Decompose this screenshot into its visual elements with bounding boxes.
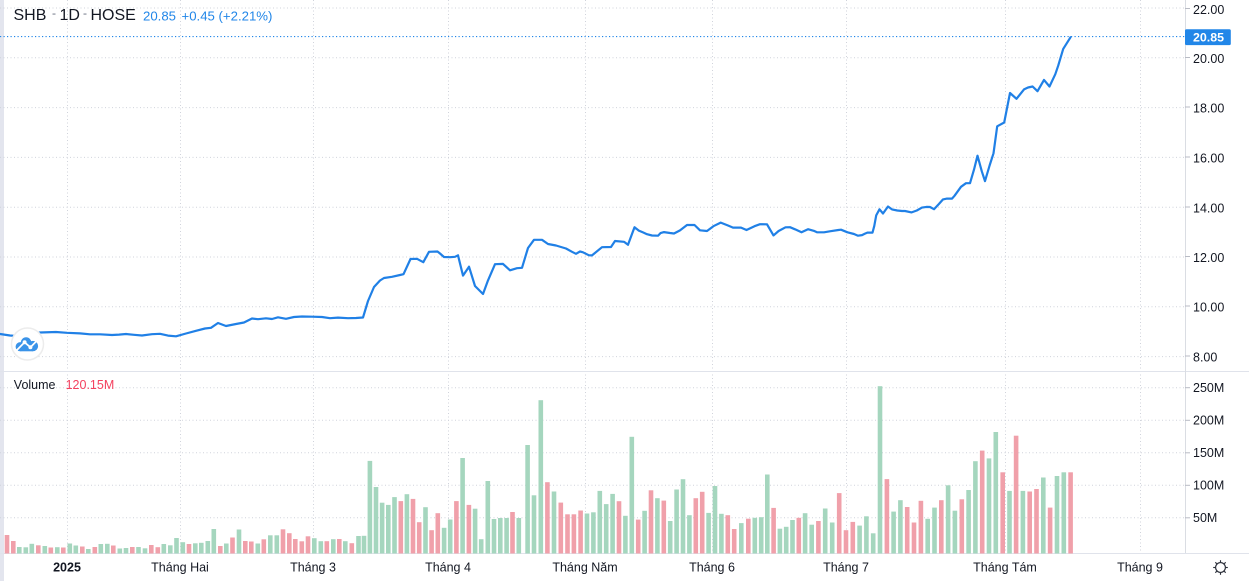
svg-text:Tháng 3: Tháng 3 <box>290 561 336 575</box>
svg-text:14.00: 14.00 <box>1193 201 1224 215</box>
svg-text:Tháng Hai: Tháng Hai <box>151 561 209 575</box>
svg-text:Tháng Năm: Tháng Năm <box>552 561 617 575</box>
svg-text:1D: 1D <box>60 7 80 24</box>
svg-text:SHB: SHB <box>14 7 47 24</box>
svg-text:100M: 100M <box>1193 479 1224 493</box>
svg-text:12.00: 12.00 <box>1193 251 1224 265</box>
svg-text:150M: 150M <box>1193 446 1224 460</box>
svg-text:2025: 2025 <box>53 561 81 575</box>
svg-text:Tháng Tám: Tháng Tám <box>973 561 1037 575</box>
svg-text:50M: 50M <box>1193 511 1217 525</box>
svg-text:Tháng 4: Tháng 4 <box>425 561 471 575</box>
svg-text:120.15M: 120.15M <box>66 378 115 392</box>
svg-text:10.00: 10.00 <box>1193 300 1224 314</box>
svg-text:250M: 250M <box>1193 381 1224 395</box>
svg-text:16.00: 16.00 <box>1193 151 1224 165</box>
svg-text:8.00: 8.00 <box>1193 350 1217 364</box>
svg-text:18.00: 18.00 <box>1193 101 1224 115</box>
svg-text:200M: 200M <box>1193 414 1224 428</box>
svg-text:Volume: Volume <box>14 378 56 392</box>
svg-text:Tháng 9: Tháng 9 <box>1117 561 1163 575</box>
svg-text:+0.45 (+2.21%): +0.45 (+2.21%) <box>182 9 273 24</box>
svg-text:Tháng 7: Tháng 7 <box>823 561 869 575</box>
svg-text:20.00: 20.00 <box>1193 52 1224 66</box>
svg-text:HOSE: HOSE <box>91 7 136 24</box>
svg-text:20.85: 20.85 <box>1193 31 1224 45</box>
svg-text:20.85: 20.85 <box>143 9 176 24</box>
svg-text:Tháng 6: Tháng 6 <box>689 561 735 575</box>
svg-text:22.00: 22.00 <box>1193 3 1224 17</box>
